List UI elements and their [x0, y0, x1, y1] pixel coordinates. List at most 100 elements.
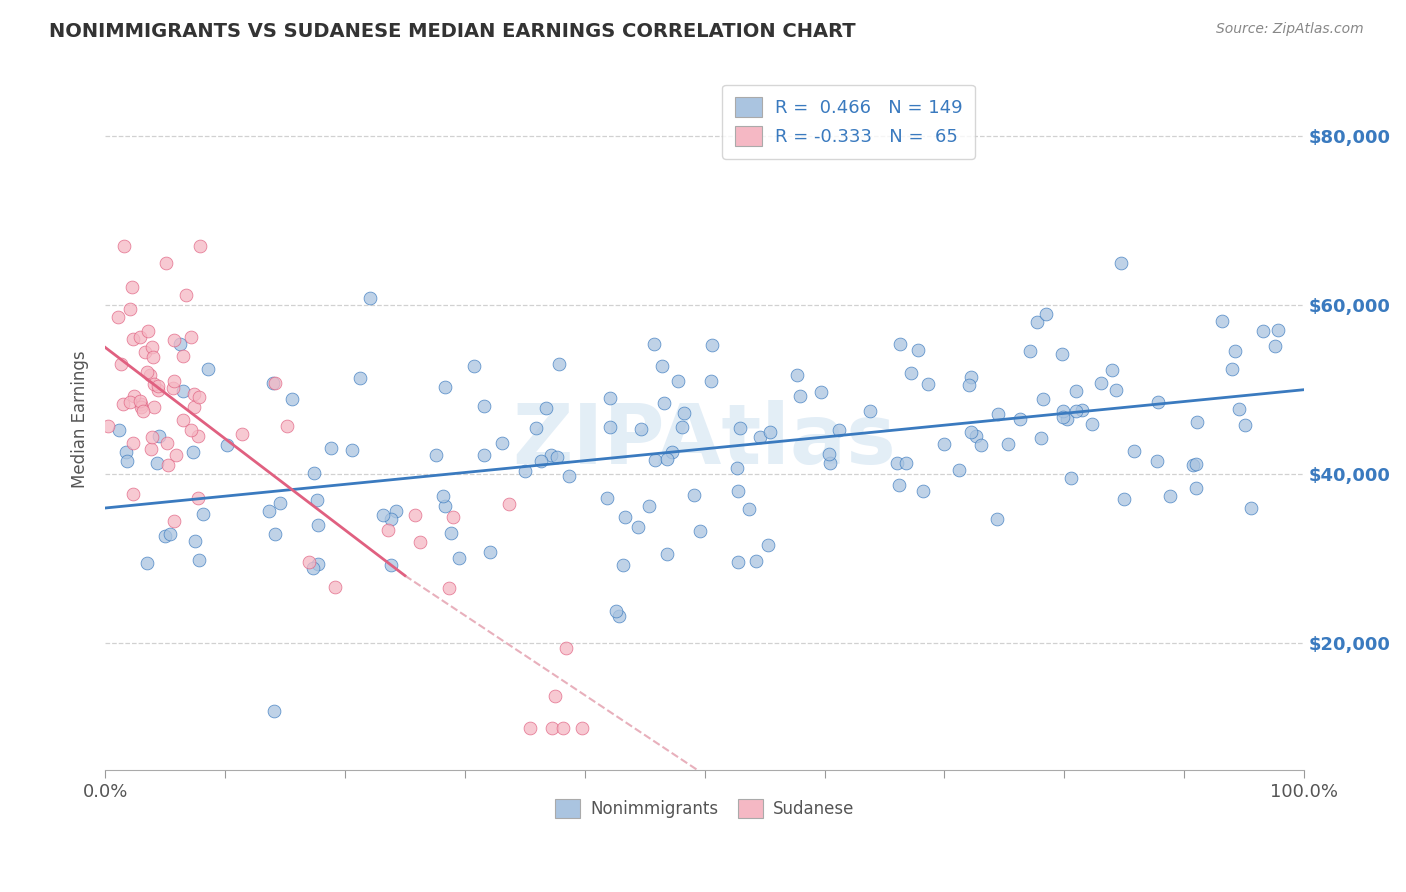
Point	[349, 371, 371, 385]
Point	[758, 425, 780, 439]
Point	[970, 438, 993, 452]
Point	[524, 421, 547, 435]
Point	[432, 489, 454, 503]
Point	[948, 463, 970, 477]
Point	[912, 483, 935, 498]
Point	[671, 420, 693, 434]
Point	[1267, 323, 1289, 337]
Point	[887, 478, 910, 492]
Point	[139, 442, 162, 457]
Point	[1105, 383, 1128, 397]
Point	[181, 445, 204, 459]
Point	[307, 518, 329, 533]
Point	[613, 510, 636, 524]
Point	[498, 497, 520, 511]
Point	[605, 604, 627, 618]
Point	[188, 239, 211, 253]
Point	[1240, 500, 1263, 515]
Point	[1185, 457, 1208, 471]
Point	[307, 557, 329, 571]
Point	[1090, 376, 1112, 391]
Point	[651, 359, 673, 373]
Point	[553, 721, 575, 735]
Point	[513, 464, 536, 478]
Point	[672, 406, 695, 420]
Point	[118, 302, 141, 317]
Point	[163, 333, 186, 347]
Point	[404, 508, 426, 522]
Point	[655, 547, 678, 561]
Point	[543, 689, 565, 703]
Point	[655, 452, 678, 467]
Point	[298, 555, 321, 569]
Point	[997, 437, 1019, 451]
Point	[1185, 481, 1208, 495]
Point	[900, 366, 922, 380]
Point	[1223, 344, 1246, 359]
Point	[1035, 307, 1057, 321]
Point	[340, 443, 363, 458]
Point	[437, 581, 460, 595]
Point	[1146, 453, 1168, 467]
Point	[380, 558, 402, 573]
Point	[965, 429, 987, 443]
Text: Source: ZipAtlas.com: Source: ZipAtlas.com	[1216, 22, 1364, 37]
Point	[172, 384, 194, 399]
Point	[183, 400, 205, 414]
Point	[596, 491, 619, 505]
Point	[302, 466, 325, 480]
Point	[1123, 444, 1146, 458]
Point	[1109, 256, 1132, 270]
Point	[441, 510, 464, 524]
Point	[1008, 411, 1031, 425]
Point	[262, 376, 284, 390]
Point	[727, 555, 749, 569]
Point	[599, 419, 621, 434]
Point	[155, 255, 177, 269]
Point	[264, 527, 287, 541]
Point	[1032, 392, 1054, 407]
Point	[111, 397, 134, 411]
Point	[889, 337, 911, 351]
Point	[960, 370, 983, 384]
Point	[1264, 339, 1286, 353]
Point	[818, 447, 841, 461]
Point	[180, 330, 202, 344]
Point	[135, 556, 157, 570]
Point	[148, 379, 170, 393]
Point	[165, 448, 187, 462]
Point	[107, 310, 129, 324]
Point	[163, 514, 186, 528]
Point	[143, 376, 166, 391]
Point	[727, 483, 749, 498]
Point	[1185, 415, 1208, 429]
Point	[321, 441, 343, 455]
Point	[1056, 411, 1078, 425]
Point	[1060, 470, 1083, 484]
Point	[571, 721, 593, 735]
Point	[661, 444, 683, 458]
Point	[548, 357, 571, 371]
Point	[682, 488, 704, 502]
Point	[138, 324, 160, 338]
Point	[120, 395, 142, 409]
Point	[146, 383, 169, 397]
Point	[491, 436, 513, 450]
Point	[599, 392, 621, 406]
Point	[191, 507, 214, 521]
Point	[122, 487, 145, 501]
Point	[301, 561, 323, 575]
Y-axis label: Median Earnings: Median Earnings	[72, 351, 89, 488]
Point	[141, 340, 163, 354]
Point	[138, 368, 160, 382]
Point	[163, 374, 186, 388]
Legend: Nonimmigrants, Sudanese: Nonimmigrants, Sudanese	[548, 793, 860, 825]
Point	[188, 552, 211, 566]
Point	[408, 535, 430, 549]
Point	[1101, 362, 1123, 376]
Point	[162, 380, 184, 394]
Point	[155, 528, 177, 542]
Point	[184, 533, 207, 548]
Point	[263, 704, 285, 718]
Point	[699, 374, 721, 388]
